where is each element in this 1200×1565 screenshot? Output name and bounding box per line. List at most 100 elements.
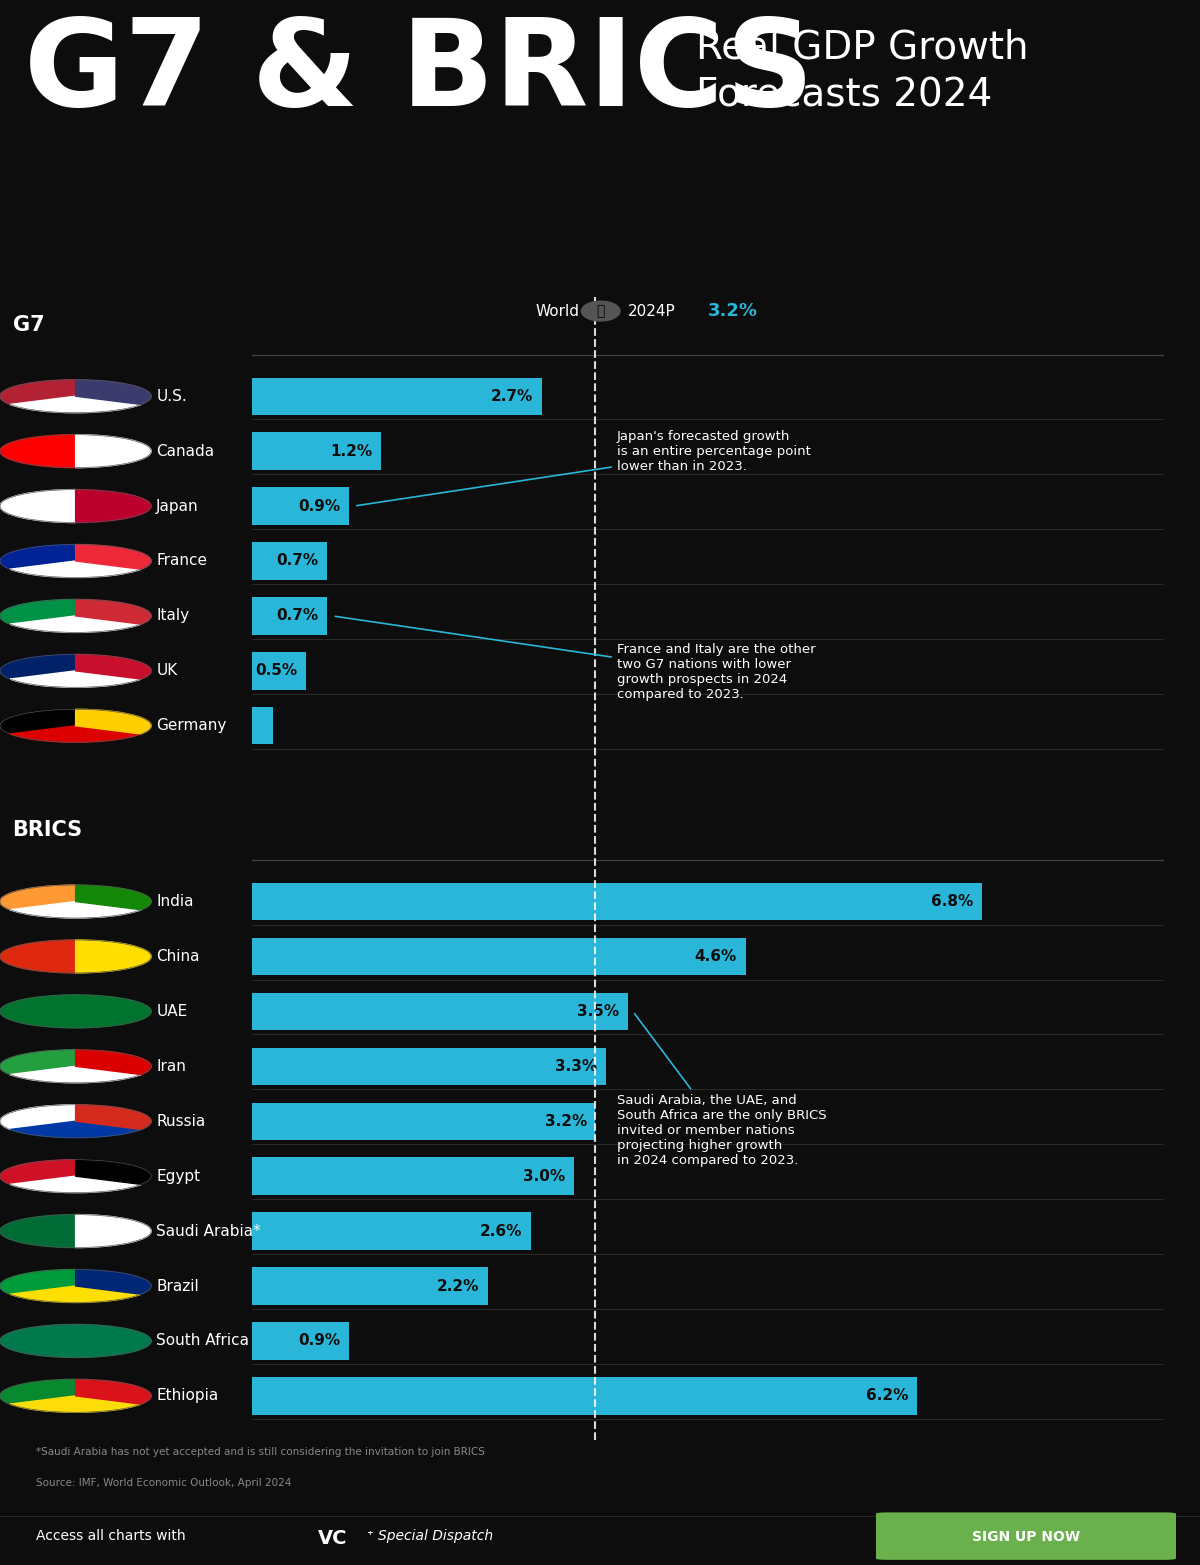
Wedge shape — [10, 1286, 142, 1302]
Text: 0.7%: 0.7% — [276, 554, 318, 568]
Wedge shape — [10, 396, 142, 413]
Bar — [252, 598, 328, 634]
Text: BRICS: BRICS — [13, 820, 83, 840]
Text: Russia: Russia — [156, 1114, 205, 1128]
Circle shape — [0, 1324, 151, 1357]
Text: 3.3%: 3.3% — [556, 1060, 598, 1074]
Wedge shape — [10, 1121, 142, 1138]
Text: UK: UK — [156, 664, 178, 678]
Wedge shape — [0, 654, 76, 679]
Wedge shape — [0, 380, 76, 404]
Circle shape — [581, 300, 620, 321]
Text: 2.2%: 2.2% — [437, 1279, 480, 1294]
Bar — [252, 543, 328, 579]
Text: 0.5%: 0.5% — [254, 664, 298, 678]
Text: Japan: Japan — [156, 499, 199, 513]
Wedge shape — [76, 1214, 151, 1247]
Wedge shape — [10, 671, 142, 687]
Bar — [252, 937, 745, 975]
Wedge shape — [0, 1269, 76, 1294]
Text: U.S.: U.S. — [156, 388, 187, 404]
Text: Germany: Germany — [156, 718, 227, 734]
Wedge shape — [0, 709, 76, 734]
Text: *Saudi Arabia has not yet accepted and is still considering the invitation to jo: *Saudi Arabia has not yet accepted and i… — [36, 1448, 485, 1457]
Text: 3.2%: 3.2% — [708, 302, 758, 321]
Wedge shape — [76, 1050, 151, 1075]
Text: Ethiopia: Ethiopia — [156, 1388, 218, 1404]
Wedge shape — [0, 1105, 76, 1130]
Text: 0.9%: 0.9% — [298, 1333, 340, 1349]
Text: Real GDP Growth
Forecasts 2024: Real GDP Growth Forecasts 2024 — [696, 28, 1028, 114]
Wedge shape — [10, 560, 142, 577]
Text: G7 & BRICS: G7 & BRICS — [24, 14, 814, 131]
Bar — [252, 707, 274, 745]
Wedge shape — [76, 709, 151, 734]
Text: 1.2%: 1.2% — [330, 443, 372, 459]
Text: VC: VC — [318, 1529, 348, 1548]
Text: Iran: Iran — [156, 1060, 186, 1074]
Text: Brazil: Brazil — [156, 1279, 199, 1294]
Wedge shape — [10, 901, 142, 919]
Bar — [252, 487, 348, 524]
Wedge shape — [0, 886, 76, 909]
Wedge shape — [0, 599, 76, 624]
Text: 4.6%: 4.6% — [695, 948, 737, 964]
Wedge shape — [0, 1214, 76, 1247]
FancyBboxPatch shape — [876, 1512, 1176, 1560]
Bar — [252, 432, 380, 470]
Bar — [252, 1377, 917, 1415]
Wedge shape — [0, 490, 76, 523]
Wedge shape — [76, 599, 151, 624]
Text: 6.8%: 6.8% — [931, 894, 973, 909]
Text: China: China — [156, 948, 199, 964]
Text: Access all charts with: Access all charts with — [36, 1529, 186, 1543]
Bar — [252, 1047, 606, 1085]
Text: ⁺: ⁺ — [366, 1529, 373, 1542]
Text: Special Dispatch: Special Dispatch — [378, 1529, 493, 1543]
Wedge shape — [0, 435, 76, 468]
Wedge shape — [76, 1160, 151, 1185]
Wedge shape — [10, 617, 142, 632]
Wedge shape — [76, 1379, 151, 1404]
Wedge shape — [76, 1269, 151, 1294]
Wedge shape — [76, 380, 151, 404]
Wedge shape — [10, 1066, 142, 1083]
Bar — [252, 1268, 488, 1305]
Text: Saudi Arabia*: Saudi Arabia* — [156, 1224, 260, 1238]
Text: 2024P: 2024P — [628, 304, 676, 319]
Wedge shape — [76, 435, 151, 468]
Bar — [252, 653, 306, 690]
Text: France and Italy are the other
two G7 nations with lower
growth prospects in 202: France and Italy are the other two G7 na… — [335, 617, 816, 701]
Wedge shape — [76, 490, 151, 523]
Text: Japan's forecasted growth
is an entire percentage point
lower than in 2023.: Japan's forecasted growth is an entire p… — [356, 430, 811, 505]
Wedge shape — [0, 545, 76, 570]
Text: 3.0%: 3.0% — [523, 1169, 565, 1183]
Wedge shape — [0, 1379, 76, 1404]
Bar — [252, 377, 541, 415]
Text: UAE: UAE — [156, 1003, 187, 1019]
Text: G7: G7 — [13, 315, 44, 335]
Text: France: France — [156, 554, 208, 568]
Text: India: India — [156, 894, 193, 909]
Text: 2.7%: 2.7% — [491, 388, 533, 404]
Text: 3.5%: 3.5% — [577, 1003, 619, 1019]
Text: Saudi Arabia, the UAE, and
South Africa are the only BRICS
invited or member nat: Saudi Arabia, the UAE, and South Africa … — [617, 1014, 827, 1167]
Text: SIGN UP NOW: SIGN UP NOW — [972, 1531, 1080, 1545]
Wedge shape — [0, 1160, 76, 1185]
Wedge shape — [76, 545, 151, 570]
Bar — [252, 1103, 595, 1139]
Text: 3.2%: 3.2% — [545, 1114, 587, 1128]
Wedge shape — [76, 654, 151, 679]
Text: World: World — [535, 304, 580, 319]
Text: South Africa: South Africa — [156, 1333, 250, 1349]
Text: 🌐: 🌐 — [596, 304, 605, 318]
Text: Egypt: Egypt — [156, 1169, 200, 1183]
Wedge shape — [76, 941, 151, 973]
Bar — [252, 1322, 348, 1360]
Text: Canada: Canada — [156, 443, 215, 459]
Text: Source: IMF, World Economic Outlook, April 2024: Source: IMF, World Economic Outlook, Apr… — [36, 1477, 292, 1488]
Wedge shape — [10, 726, 142, 742]
Wedge shape — [76, 886, 151, 909]
Text: 0.9%: 0.9% — [298, 499, 340, 513]
Wedge shape — [76, 1105, 151, 1130]
